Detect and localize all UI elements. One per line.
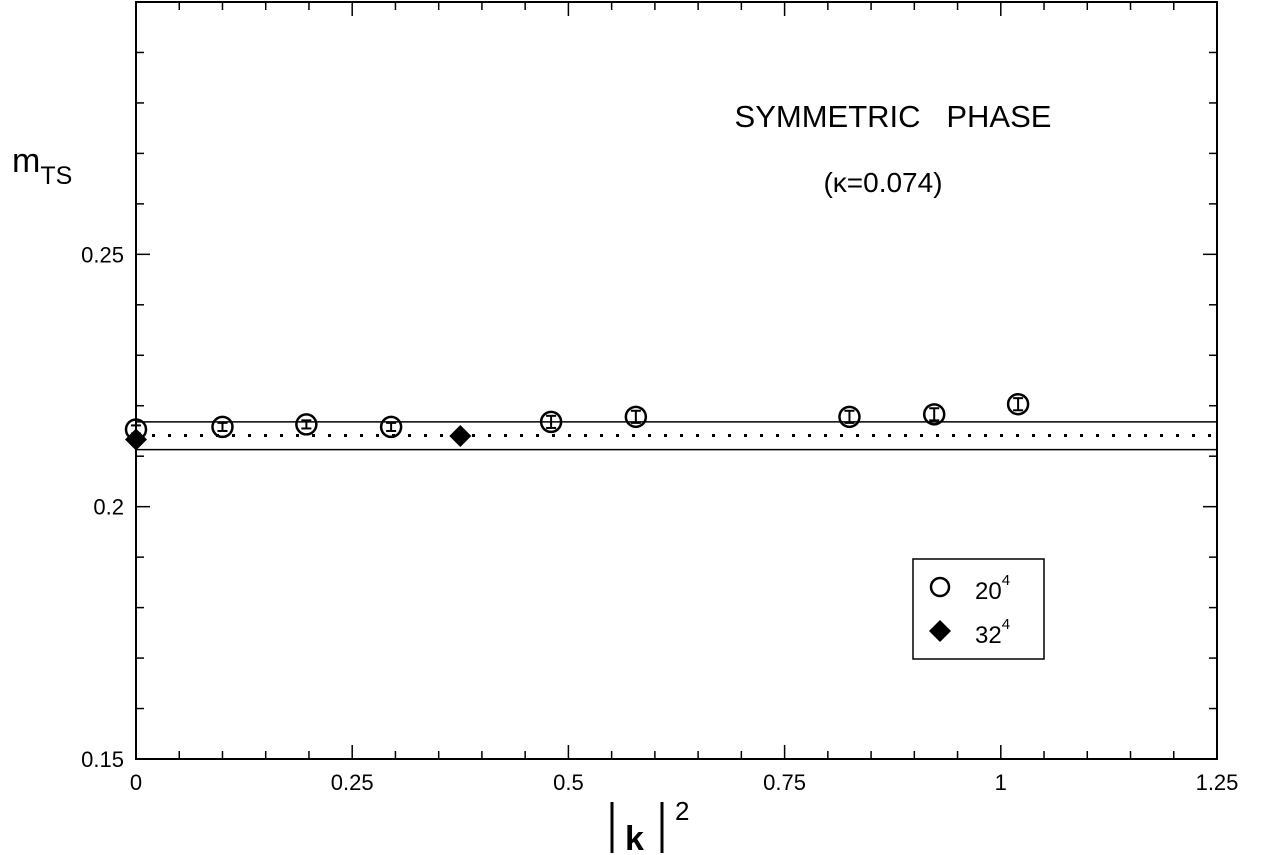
legend-marker-diamond (929, 620, 951, 642)
data-point-20-4 (922, 403, 946, 426)
y-tick-label: 0.15 (81, 747, 124, 772)
x-tick-label: 1 (995, 770, 1007, 795)
reference-lines (136, 421, 1217, 451)
chart-title: SYMMETRIC PHASE (735, 99, 1052, 134)
legend-label-20-sup: 4 (1002, 572, 1010, 589)
data-point-20-4 (379, 415, 403, 439)
data-point-20-4 (838, 405, 861, 429)
x-axis-label-main: k (625, 820, 644, 855)
legend: 204 324 (912, 558, 1045, 660)
legend-label-20-base: 20 (975, 578, 1002, 605)
legend-marker-circle (929, 576, 951, 598)
x-tick-label: 0.75 (763, 770, 806, 795)
y-axis-label: mTS (12, 142, 72, 190)
x-tick-labels: 0 0.25 0.5 0.75 1 1.25 (130, 770, 1239, 795)
data-point-20-4 (211, 415, 234, 439)
y-axis-label-sub: TS (40, 162, 72, 190)
y-axis-label-main: m (12, 142, 40, 180)
plot-frame (135, 1, 1218, 760)
x-tick-label: 0.5 (553, 770, 584, 795)
y-tick-labels: 0.15 0.2 0.25 (81, 242, 124, 772)
x-tick-label: 0.25 (331, 770, 374, 795)
x-axis-label: k 2 (610, 796, 689, 855)
data-point-32-4 (449, 425, 472, 448)
x-axis-label-sup: 2 (675, 796, 689, 826)
axis-ticks (135, 1, 1218, 760)
data-point-20-4 (539, 410, 563, 434)
x-tick-label: 0 (130, 770, 142, 795)
legend-box (912, 558, 1045, 660)
legend-label-32-sup: 4 (1002, 616, 1010, 633)
data-point-20-4 (295, 413, 318, 436)
y-tick-label: 0.25 (81, 242, 124, 267)
legend-label-32-base: 32 (975, 622, 1002, 649)
legend-label-32: 324 (975, 616, 1010, 649)
chart-subtitle: (κ=0.074) (823, 167, 942, 198)
legend-label-20: 204 (975, 572, 1010, 605)
data-points (124, 392, 1030, 451)
x-tick-label: 1.25 (1196, 770, 1239, 795)
data-point-20-4 (1006, 392, 1030, 416)
data-point-32-4 (125, 428, 147, 451)
y-tick-label: 0.2 (93, 495, 124, 520)
data-point-20-4 (624, 405, 648, 429)
